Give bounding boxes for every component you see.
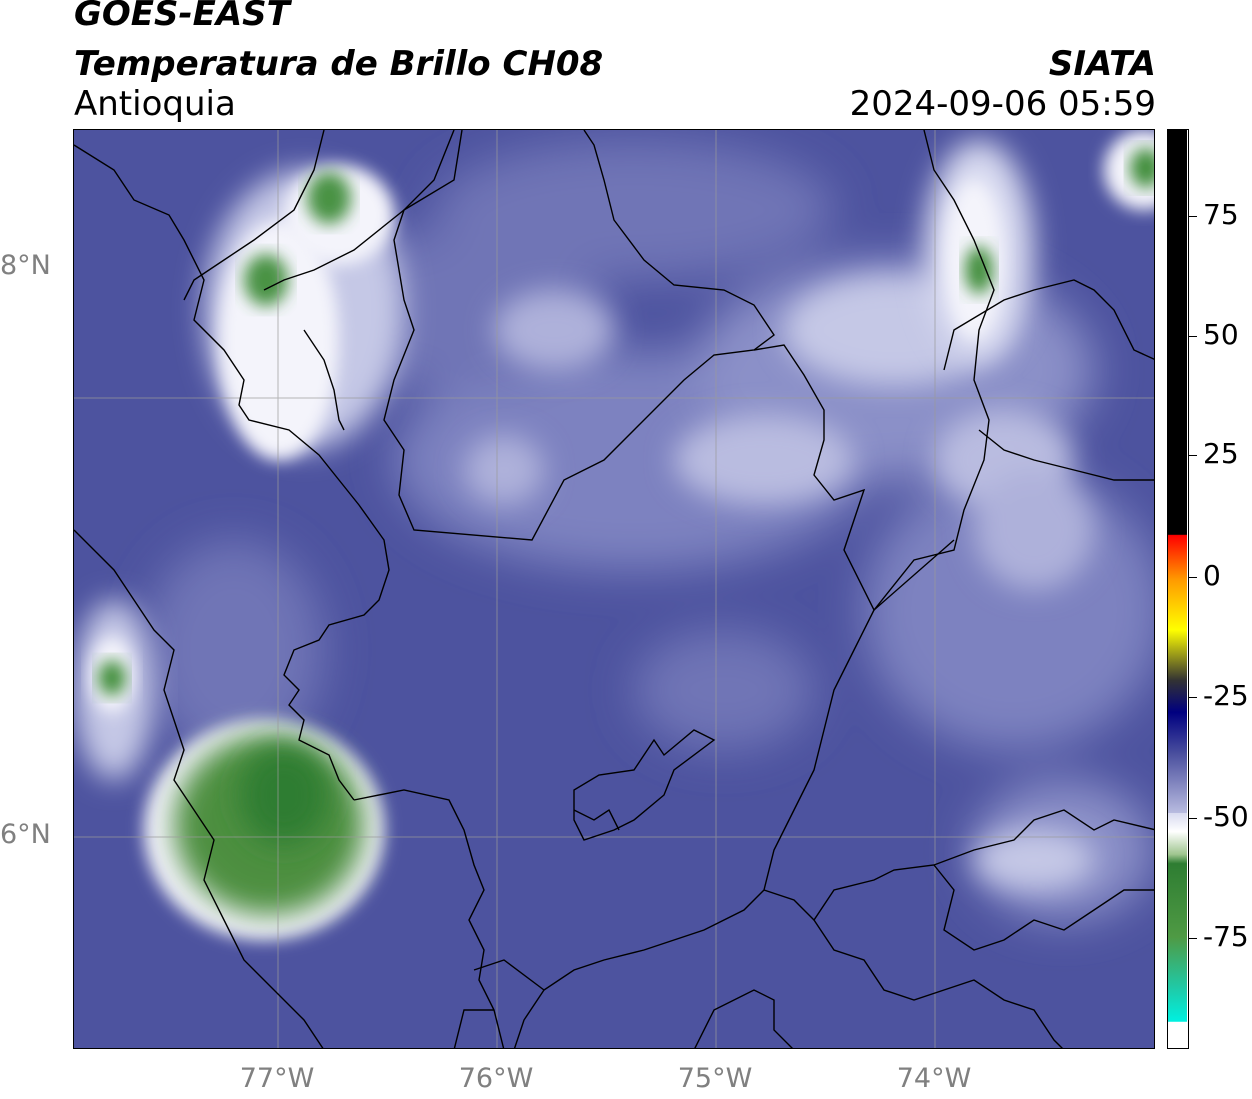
latitude-label-6n: 6°N <box>0 819 51 850</box>
convective-cloud-southwest <box>144 720 384 940</box>
colorbar-tick <box>1189 577 1197 578</box>
brightness-temperature-map <box>73 129 1155 1049</box>
organization-label: SIATA <box>1048 44 1156 84</box>
colorbar-tick <box>1189 818 1197 819</box>
colorbar-gradient <box>1168 130 1187 1047</box>
graticule <box>74 130 1154 1048</box>
colorbar-label: -25 <box>1203 679 1249 712</box>
colorbar-tick <box>1189 938 1197 939</box>
colorbar-label: -75 <box>1203 920 1249 953</box>
satellite-title: GOES-EAST <box>74 0 290 34</box>
colorbar-label: 50 <box>1203 318 1239 351</box>
colorbar-tick <box>1189 697 1197 698</box>
colorbar-label: 25 <box>1203 437 1239 470</box>
convective-cloud-west <box>74 600 154 780</box>
political-boundaries <box>74 130 1154 1048</box>
colorbar-tick <box>1189 336 1197 337</box>
colorbar-label: -50 <box>1203 800 1249 833</box>
lighter-cloud-regions <box>464 275 1094 890</box>
datetime-label: 2024-09-06 05:59 <box>849 84 1156 124</box>
longitude-label-74w: 74°W <box>896 1063 972 1094</box>
region-label: Antioquia <box>74 84 236 124</box>
longitude-label-77w: 77°W <box>239 1063 315 1094</box>
longitude-label-75w: 75°W <box>677 1063 753 1094</box>
latitude-label-8n: 8°N <box>0 250 51 281</box>
colorbar-label: 75 <box>1203 198 1239 231</box>
longitude-label-76w: 76°W <box>458 1063 534 1094</box>
colorbar-tick <box>1189 455 1197 456</box>
product-title: Temperatura de Brillo CH08 <box>74 44 604 84</box>
colorbar-tick <box>1189 216 1197 217</box>
colorbar-label: 0 <box>1203 559 1221 592</box>
temperature-colorbar <box>1167 129 1189 1049</box>
map-canvas <box>74 130 1154 1048</box>
